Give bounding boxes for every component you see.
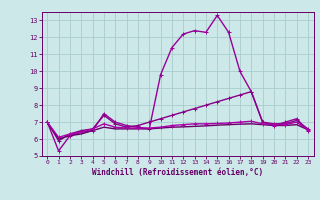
- X-axis label: Windchill (Refroidissement éolien,°C): Windchill (Refroidissement éolien,°C): [92, 168, 263, 177]
